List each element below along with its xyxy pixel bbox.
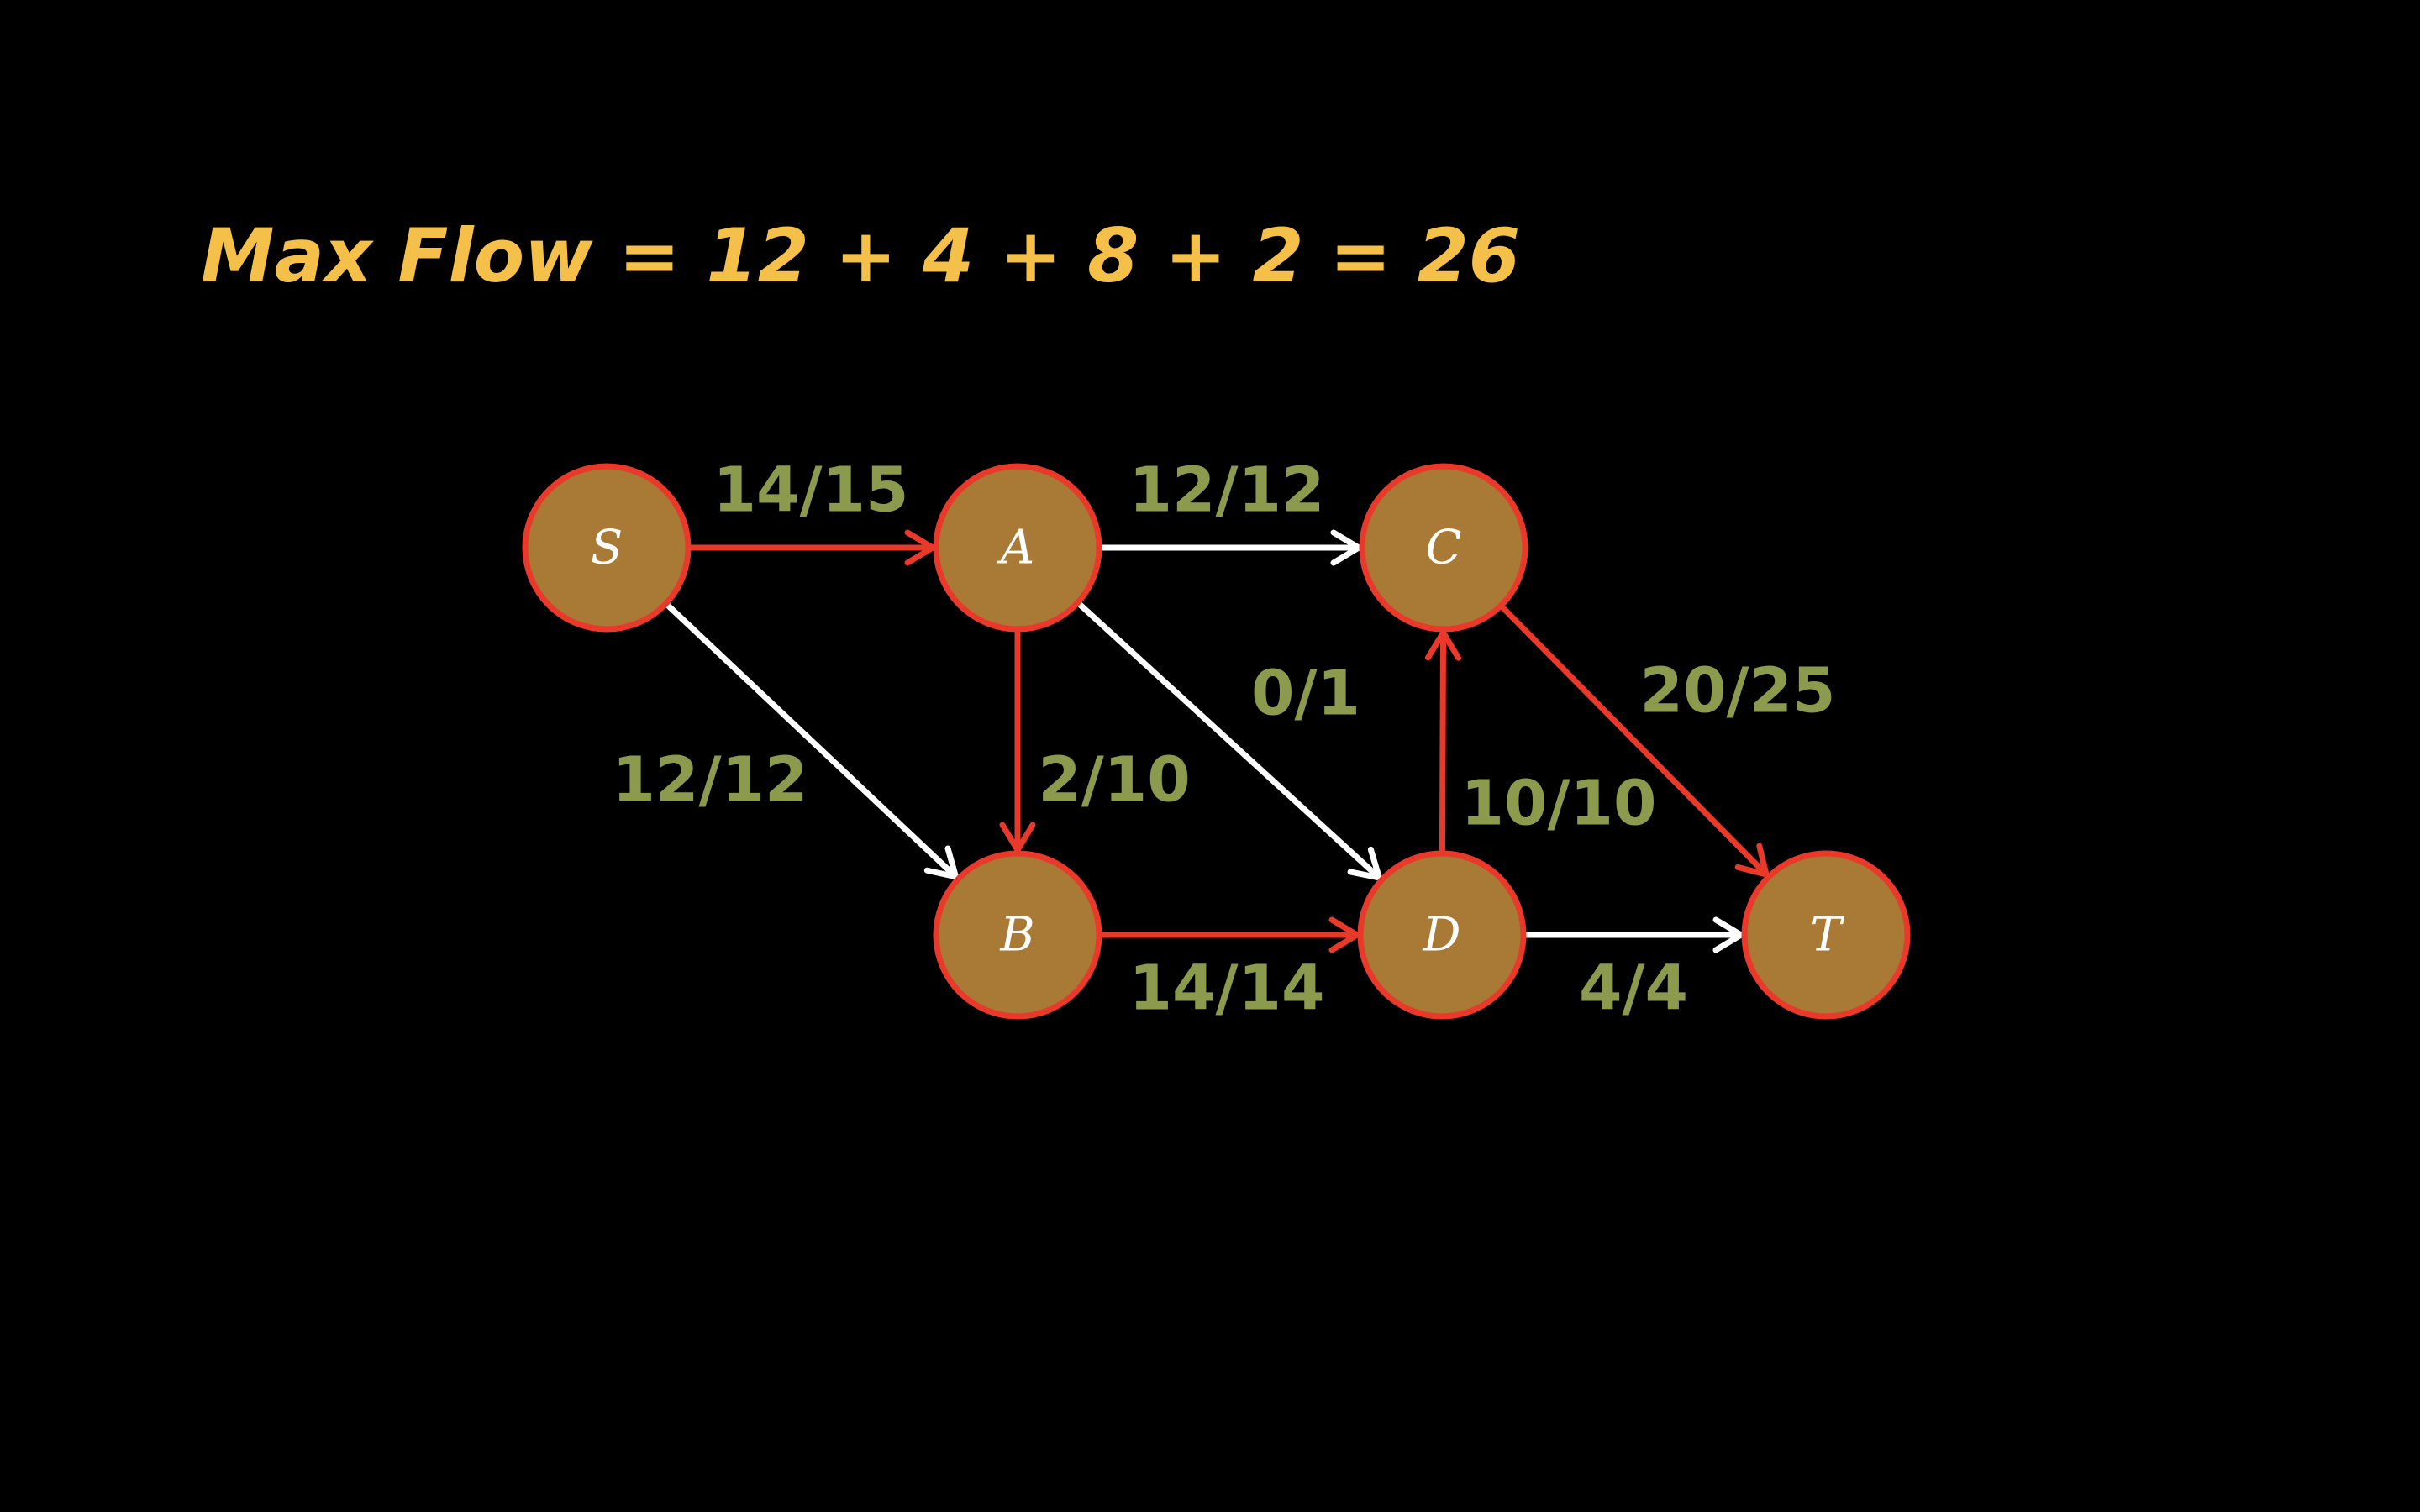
arrowhead [1328, 916, 1360, 953]
arrowhead [1347, 846, 1382, 881]
edge-label: 14/15 [713, 454, 909, 527]
node-label: S [591, 521, 623, 575]
edge [664, 601, 958, 879]
edge-label: 4/4 [1579, 953, 1688, 1025]
arrowhead [1330, 529, 1362, 566]
edge-label: 2/10 [1038, 744, 1191, 816]
edges: 14/15 12/12 12/12 2/10 0/1 10/10 20/25 14/14 4/4 [613, 454, 1836, 1025]
arrowhead [1424, 629, 1461, 661]
node [1359, 463, 1528, 633]
node-label: B [999, 908, 1034, 963]
arrowhead [999, 822, 1036, 853]
node [1357, 850, 1527, 1020]
node [1741, 850, 1911, 1020]
title: Max Flow = 12 + 4 + 8 + 2 = 26 [201, 213, 1520, 299]
edge [1076, 600, 1381, 880]
edge [1498, 603, 1769, 877]
node-label: T [1810, 908, 1844, 963]
nodes: S A C B D T [522, 463, 1911, 1020]
node-label: C [1426, 521, 1462, 575]
edge-label: 20/25 [1640, 655, 1836, 727]
edge-label: 0/1 [1251, 658, 1360, 730]
node-label: A [997, 521, 1034, 575]
node [522, 463, 692, 633]
edge-label: 14/14 [1129, 953, 1325, 1025]
arrowhead [904, 529, 936, 566]
node [933, 850, 1102, 1020]
arrowhead [1734, 843, 1770, 878]
edge-label: 12/12 [613, 744, 808, 816]
edge-label: 10/10 [1461, 768, 1657, 840]
node [933, 463, 1102, 633]
edge-label: 12/12 [1129, 454, 1325, 527]
node-label: D [1423, 908, 1461, 963]
arrowhead [923, 845, 960, 880]
arrowhead [1712, 916, 1744, 953]
edge [1439, 632, 1447, 854]
